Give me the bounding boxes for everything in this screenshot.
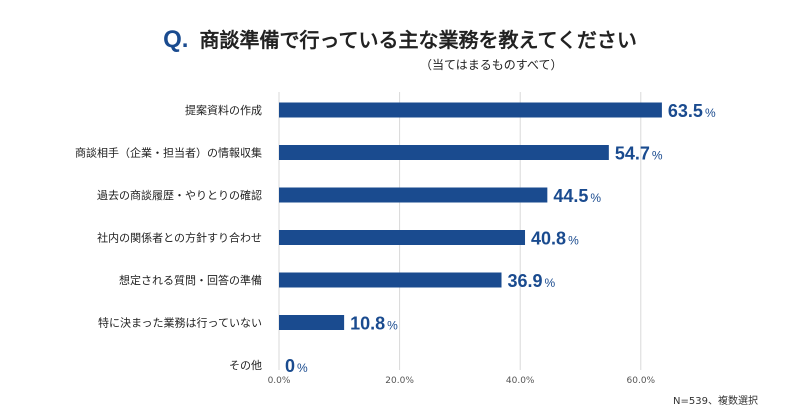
x-tick-label: 40.0% bbox=[506, 376, 535, 386]
bar bbox=[279, 315, 345, 330]
sample-size-note: N=539、複数選択 bbox=[673, 396, 758, 407]
x-tick-label: 0.0% bbox=[268, 376, 291, 386]
category-label: 特に決まった業務は行っていない bbox=[98, 316, 262, 330]
category-label: 提案資料の作成 bbox=[185, 103, 262, 117]
chart-subtitle: （当てはまるものすべて） bbox=[420, 58, 563, 72]
value-label: 44.5% bbox=[553, 186, 601, 206]
bar bbox=[279, 145, 609, 160]
x-tick-label: 20.0% bbox=[385, 376, 414, 386]
bar bbox=[279, 272, 502, 288]
value-label: 36.9% bbox=[508, 271, 556, 291]
bar bbox=[279, 230, 526, 245]
bar bbox=[279, 102, 662, 118]
value-label: 10.8% bbox=[350, 314, 398, 334]
x-tick-label: 60.0% bbox=[627, 376, 656, 386]
chart-title-row: Q. 商談準備で行っている主な業務を教えてください bbox=[0, 24, 800, 54]
chart-title: 商談準備で行っている主な業務を教えてください bbox=[199, 28, 637, 52]
category-label: 社内の関係者との方針すり合わせ bbox=[97, 231, 262, 245]
value-label: 0% bbox=[285, 356, 308, 376]
value-label: 40.8% bbox=[531, 229, 579, 249]
question-mark: Q. bbox=[163, 26, 189, 53]
category-label: 商談相手（企業・担当者）の情報収集 bbox=[75, 146, 262, 160]
value-label: 63.5% bbox=[668, 101, 716, 121]
value-label: 54.7% bbox=[615, 144, 663, 164]
category-label: 過去の商談履歴・やりとりの確認 bbox=[97, 188, 262, 202]
bar bbox=[279, 187, 548, 203]
category-label: その他 bbox=[229, 359, 262, 372]
category-label: 想定される質問・回答の準備 bbox=[119, 273, 262, 287]
